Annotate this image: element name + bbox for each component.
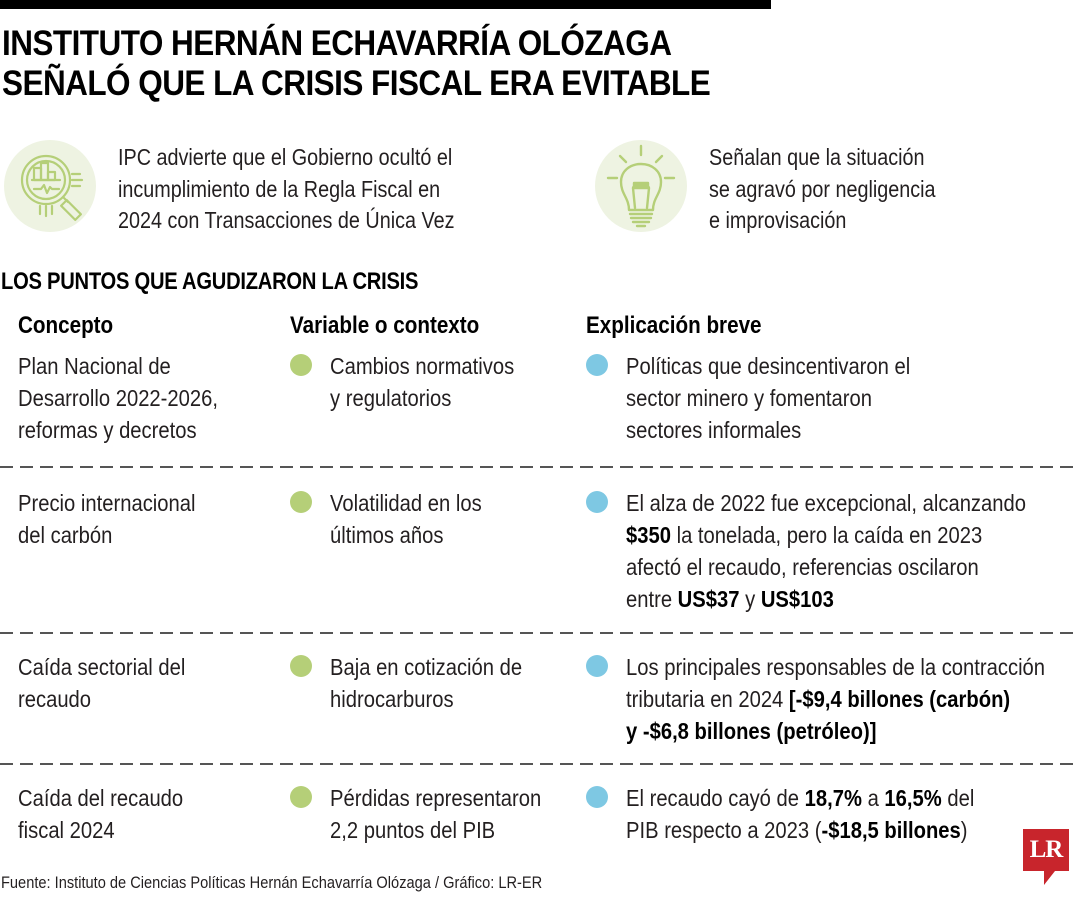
section-title: LOS PUNTOS QUE AGUDIZARON LA CRISIS xyxy=(1,268,419,295)
lr-logo: LR xyxy=(1023,829,1069,871)
explanation-cell: El alza de 2022 fue excepcional, alcanza… xyxy=(626,490,1027,612)
row-divider xyxy=(0,466,1080,468)
variable-cell: Cambios normativos y regulatorios xyxy=(330,353,515,411)
lr-logo-tail xyxy=(1044,871,1055,885)
column-header-concept: Concepto xyxy=(18,312,114,339)
intro-text-ipc: IPC advierte que el Gobierno ocultó el i… xyxy=(118,144,455,233)
headline-line-2: SEÑALÓ QUE LA CRISIS FISCAL ERA EVITABLE xyxy=(2,64,711,103)
variable-cell: Pérdidas representaron 2,2 puntos del PI… xyxy=(330,785,542,843)
explanation-bullet-icon xyxy=(586,786,608,808)
variable-cell: Volatilidad en los últimos años xyxy=(330,490,482,548)
intro-block-negligence: Señalan que la situación se agravó por n… xyxy=(595,140,972,237)
intro-text-negligence: Señalan que la situación se agravó por n… xyxy=(709,144,936,233)
top-bar xyxy=(0,0,771,9)
lightbulb-icon xyxy=(595,140,687,232)
column-header-explanation: Explicación breve xyxy=(586,312,762,339)
explanation-bullet-icon xyxy=(586,491,608,513)
explanation-cell: Los principales responsables de la contr… xyxy=(626,654,1046,744)
explanation-bullet-icon xyxy=(586,354,608,376)
variable-cell: Baja en cotización de hidrocarburos xyxy=(330,654,523,712)
concept-cell: Plan Nacional de Desarrollo 2022-2026, r… xyxy=(18,353,218,443)
headline-line-1: INSTITUTO HERNÁN ECHAVARRÍA OLÓZAGA xyxy=(2,24,672,63)
column-header-variable: Variable o contexto xyxy=(290,312,480,339)
explanation-cell: El recaudo cayó de 18,7% a 16,5% del PIB … xyxy=(626,785,975,843)
concept-cell: Caída del recaudo fiscal 2024 xyxy=(18,785,184,843)
headline: INSTITUTO HERNÁN ECHAVARRÍA OLÓZAGA SEÑA… xyxy=(2,24,722,104)
magnifier-chart-icon xyxy=(4,140,96,232)
row-divider xyxy=(0,763,1080,765)
explanation-cell: Políticas que desincentivaron el sector m… xyxy=(626,353,911,443)
explanation-bullet-icon xyxy=(586,655,608,677)
variable-bullet-icon xyxy=(290,491,312,513)
variable-bullet-icon xyxy=(290,786,312,808)
variable-bullet-icon xyxy=(290,655,312,677)
variable-bullet-icon xyxy=(290,354,312,376)
intro-block-ipc: IPC advierte que el Gobierno ocultó el i… xyxy=(4,140,509,237)
row-divider xyxy=(0,632,1080,634)
concept-cell: Precio internacional del carbón xyxy=(18,490,196,548)
source-footer: Fuente: Instituto de Ciencias Políticas … xyxy=(1,873,543,892)
concept-cell: Caída sectorial del recaudo xyxy=(18,654,186,712)
